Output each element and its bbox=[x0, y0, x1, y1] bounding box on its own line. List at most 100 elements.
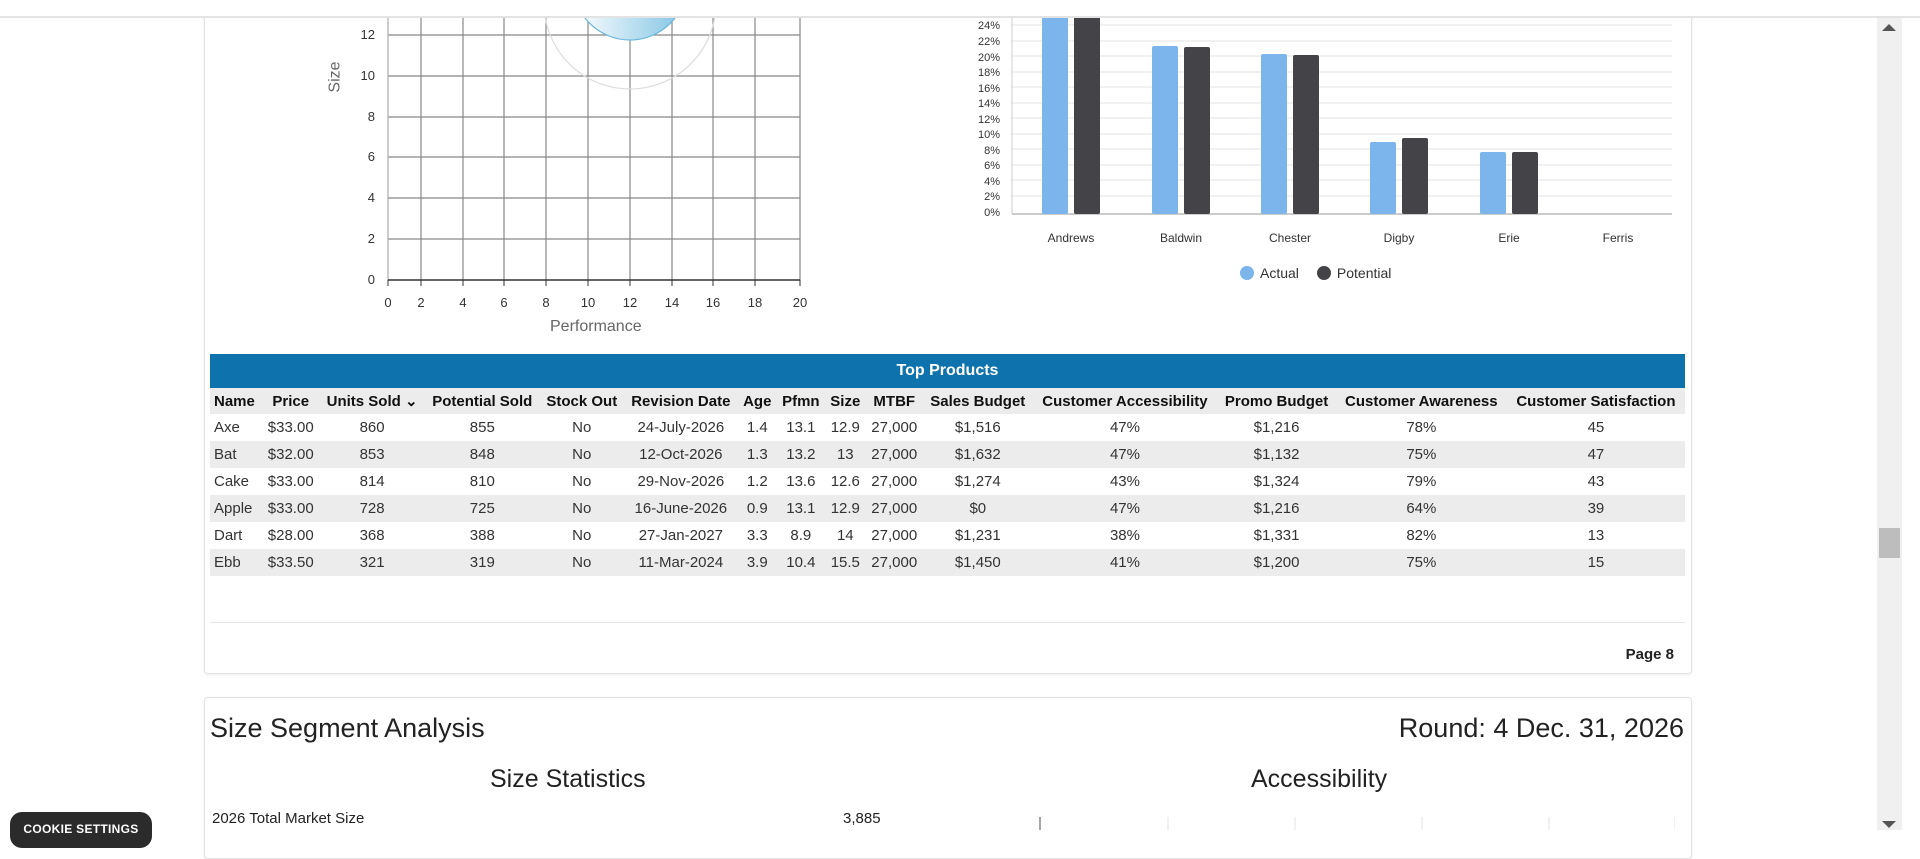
col-mtbf[interactable]: MTBF bbox=[865, 388, 923, 414]
col-stock-out[interactable]: Stock Out bbox=[539, 388, 624, 414]
cell: 45 bbox=[1587, 419, 1605, 436]
cell: 24-July-2026 bbox=[637, 419, 725, 436]
cell: 41% bbox=[1032, 549, 1218, 576]
cell: 27,000 bbox=[871, 527, 918, 544]
scatter-x-tick: 16 bbox=[705, 295, 721, 310]
cell: Axe bbox=[214, 419, 240, 436]
col-revision-date[interactable]: Revision Date bbox=[623, 388, 738, 414]
cell: $1,516 bbox=[954, 419, 1001, 436]
cell: $33.50 bbox=[262, 549, 320, 576]
bar-y-tick: 12% bbox=[977, 114, 1000, 126]
scatter-x-tick: 4 bbox=[459, 295, 467, 310]
cell: 12-Oct-2026 bbox=[623, 441, 738, 468]
bar-chart-legend: Actual Potential bbox=[1240, 265, 1391, 281]
perceptual-map-grid bbox=[387, 18, 801, 286]
cell: $1,200 bbox=[1217, 549, 1336, 576]
cell: No bbox=[539, 549, 624, 576]
perceptual-map-chart: Size 0 2 4 6 8 10 12 0 2 4 6 8 10 12 14 … bbox=[327, 18, 830, 348]
cell: 27,000 bbox=[865, 441, 923, 468]
cell: 12.9 bbox=[830, 419, 860, 436]
table-title: Top Products bbox=[210, 354, 1685, 388]
scatter-y-tick: 0 bbox=[367, 272, 375, 287]
bar-y-tick: 6% bbox=[984, 160, 1000, 172]
col-size[interactable]: Size bbox=[825, 388, 866, 414]
col-price[interactable]: Price bbox=[262, 388, 320, 414]
col-pfmn[interactable]: Pfmn bbox=[776, 388, 826, 414]
bar-category-label: Digby bbox=[1383, 231, 1415, 245]
cell: $1,132 bbox=[1217, 441, 1336, 468]
col-name[interactable]: Name bbox=[210, 388, 263, 414]
bar-y-tick: 24% bbox=[977, 20, 1000, 32]
col-promo-budget[interactable]: Promo Budget bbox=[1217, 388, 1336, 414]
cookie-settings-button[interactable]: COOKIE SETTINGS bbox=[10, 812, 152, 848]
round-date: Round: 4 Dec. 31, 2026 bbox=[1398, 713, 1684, 743]
cell: 1.4 bbox=[746, 419, 768, 436]
bar-category-label: Ferris bbox=[1602, 231, 1634, 245]
scrollbar-thumb[interactable] bbox=[1879, 528, 1900, 558]
bar-y-tick: 10% bbox=[977, 129, 1000, 141]
scroll-down-arrow-icon[interactable] bbox=[1882, 821, 1896, 828]
cell: 15 bbox=[1506, 549, 1685, 576]
cell: 853 bbox=[319, 441, 425, 468]
cell: $33.00 bbox=[267, 473, 314, 490]
table-row: Ebb $33.50 321 319 No 11-Mar-2024 3.9 10.4 15.5 2… bbox=[210, 549, 1685, 576]
cell: $1,274 bbox=[954, 473, 1001, 490]
cell: $1,632 bbox=[922, 441, 1033, 468]
cell: 10.4 bbox=[776, 549, 826, 576]
cell: 855 bbox=[469, 419, 495, 436]
cell: 13.1 bbox=[786, 419, 816, 436]
scatter-x-tick: 10 bbox=[580, 295, 596, 310]
cell: 47% bbox=[1109, 419, 1140, 436]
cell: 0.9 bbox=[737, 495, 777, 522]
col-customer-satisfaction[interactable]: Customer Satisfaction bbox=[1506, 388, 1685, 414]
bar-category-label: Erie bbox=[1498, 231, 1520, 245]
table-row: Dart $28.00 368 388 No 27-Jan-2027 3.3 8.9 14 27,… bbox=[210, 522, 1685, 549]
cell: 27-Jan-2027 bbox=[638, 527, 723, 544]
col-units-sold[interactable]: Units Sold ⌄ bbox=[319, 388, 425, 414]
bar-y-tick: 4% bbox=[984, 176, 1000, 188]
legend-item-potential[interactable]: Potential bbox=[1316, 265, 1391, 281]
bar-category-label: Andrews bbox=[1047, 231, 1095, 245]
cell: 13.6 bbox=[786, 473, 816, 490]
col-customer-accessibility[interactable]: Customer Accessibility bbox=[1032, 388, 1218, 414]
cell: 27,000 bbox=[871, 419, 918, 436]
cell: No bbox=[539, 495, 624, 522]
scatter-y-tick: 8 bbox=[367, 109, 375, 124]
col-sales-budget[interactable]: Sales Budget bbox=[922, 388, 1033, 414]
cell: 27,000 bbox=[865, 549, 923, 576]
cell: 13 bbox=[1587, 527, 1605, 544]
cell: 3.3 bbox=[746, 527, 768, 544]
cell: No bbox=[572, 473, 592, 490]
cell: 725 bbox=[424, 495, 540, 522]
cell: 13 bbox=[825, 441, 866, 468]
scroll-up-arrow-icon[interactable] bbox=[1882, 24, 1896, 31]
col-age[interactable]: Age bbox=[737, 388, 777, 414]
vertical-scrollbar[interactable] bbox=[1877, 16, 1902, 830]
cell: $33.00 bbox=[267, 419, 314, 436]
cell: 8.9 bbox=[790, 527, 812, 544]
accessibility-heading: Accessibility bbox=[1251, 765, 1388, 793]
cell: 319 bbox=[424, 549, 540, 576]
cell: $1,216 bbox=[1217, 495, 1336, 522]
cell: 13.2 bbox=[776, 441, 826, 468]
cell: 78% bbox=[1406, 419, 1437, 436]
scatter-x-tick: 8 bbox=[542, 295, 550, 310]
cell: 79% bbox=[1406, 473, 1437, 490]
cell: 38% bbox=[1109, 527, 1140, 544]
table-row: Cake $33.00 814 810 No 29-Nov-2026 1.2 13.6 12.6… bbox=[210, 468, 1685, 495]
cell: 11-Mar-2024 bbox=[623, 549, 738, 576]
cell: 12.6 bbox=[830, 473, 860, 490]
accessibility-chart-gridlines bbox=[1039, 817, 1675, 830]
col-potential-sold[interactable]: Potential Sold bbox=[424, 388, 540, 414]
table-row: Axe $33.00 860 855 No 24-July-2026 1.4 13.1 12.9… bbox=[210, 414, 1685, 441]
cell: Apple bbox=[210, 495, 263, 522]
cell: 43 bbox=[1587, 473, 1605, 490]
cell: 388 bbox=[469, 527, 495, 544]
legend-item-actual[interactable]: Actual bbox=[1240, 265, 1299, 281]
scatter-x-tick: 20 bbox=[792, 295, 808, 310]
cell: 814 bbox=[359, 473, 385, 490]
col-customer-awareness[interactable]: Customer Awareness bbox=[1335, 388, 1507, 414]
scatter-y-tick: 10 bbox=[360, 68, 375, 83]
market-share-bar-chart: 0% 2% 4% 6% 8% 10% 12% 14% 16% 18% 20% 2… bbox=[960, 18, 1680, 288]
bar-y-tick: 14% bbox=[977, 98, 1000, 110]
